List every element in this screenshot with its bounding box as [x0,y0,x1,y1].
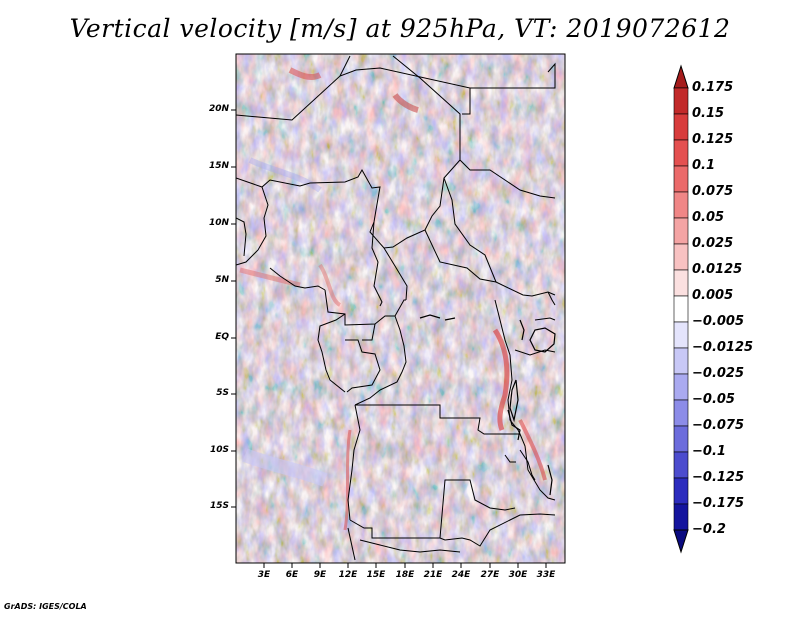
colorbar-segment [673,347,689,375]
colorbar-segment [673,503,689,531]
lat-label-20n: 20N [208,104,229,114]
colorbar-segment [673,191,689,219]
colorbar-top-arrow [673,64,689,89]
colorbar-label: −0.05 [692,392,735,407]
lon-label-9e: 9E [313,570,327,580]
lat-label-5n: 5N [215,275,229,285]
colorbar-label: −0.075 [692,418,745,433]
colorbar-label: 0.15 [692,106,725,121]
lon-label-12e: 12E [338,570,358,580]
lon-label-27e: 27E [480,570,500,580]
colorbar-segment [673,399,689,427]
colorbar-label: −0.125 [692,470,745,485]
lat-label-5s: 5S [216,388,229,398]
colorbar-label: 0.175 [692,80,734,95]
colorbar-label: −0.1 [692,444,726,459]
colorbar-segment [673,373,689,401]
map-frame [235,53,566,564]
colorbar-label: −0.2 [692,522,726,537]
colorbar-segment [673,269,689,297]
axis-ticks [231,109,547,568]
colorbar-segment [673,139,689,167]
lon-label-33e: 33E [536,570,556,580]
colorbar-label: 0.005 [692,288,734,303]
colorbar-segment [673,477,689,505]
lon-label-21e: 21E [423,570,443,580]
colorbar-segment [673,451,689,479]
colorbar-segment [673,165,689,193]
colorbar-segment [673,425,689,453]
colorbar-segment [673,321,689,349]
colorbar-label: 0.125 [692,132,734,147]
colorbar-label: 0.075 [692,184,734,199]
colorbar-label: 0.025 [692,236,734,251]
grads-credit: GrADS: IGES/COLA [4,602,87,611]
lon-label-24e: 24E [451,570,471,580]
colorbar-segment [673,295,689,323]
lon-label-6e: 6E [285,570,299,580]
colorbar-segment [673,113,689,141]
colorbar-segment [673,87,689,115]
colorbar [673,64,689,554]
colorbar-label: 0.1 [692,158,716,173]
map-title: Vertical velocity [m/s] at 925hPa, VT: 2… [69,14,731,43]
colorbar-segment [673,243,689,271]
colorbar-bottom-arrow [673,529,689,554]
colorbar-label: −0.005 [692,314,745,329]
lakes [419,314,556,496]
country-borders [236,55,556,561]
colorbar-label: 0.0125 [692,262,743,277]
colorbar-label: −0.175 [692,496,745,511]
lon-label-30e: 30E [508,570,528,580]
lat-label-10n: 10N [208,218,229,228]
lat-label-eq: EQ [215,332,229,342]
lon-label-3e: 3E [257,570,271,580]
colorbar-label: −0.025 [692,366,745,381]
colorbar-label: 0.05 [692,210,725,225]
lat-label-10s: 10S [209,445,229,455]
vertical-velocity-field [236,54,565,563]
colorbar-label: −0.0125 [692,340,754,355]
lon-label-18e: 18E [395,570,415,580]
lat-label-15n: 15N [208,161,229,171]
lat-label-15s: 15S [209,501,229,511]
lon-label-15e: 15E [366,570,386,580]
colorbar-segment [673,217,689,245]
